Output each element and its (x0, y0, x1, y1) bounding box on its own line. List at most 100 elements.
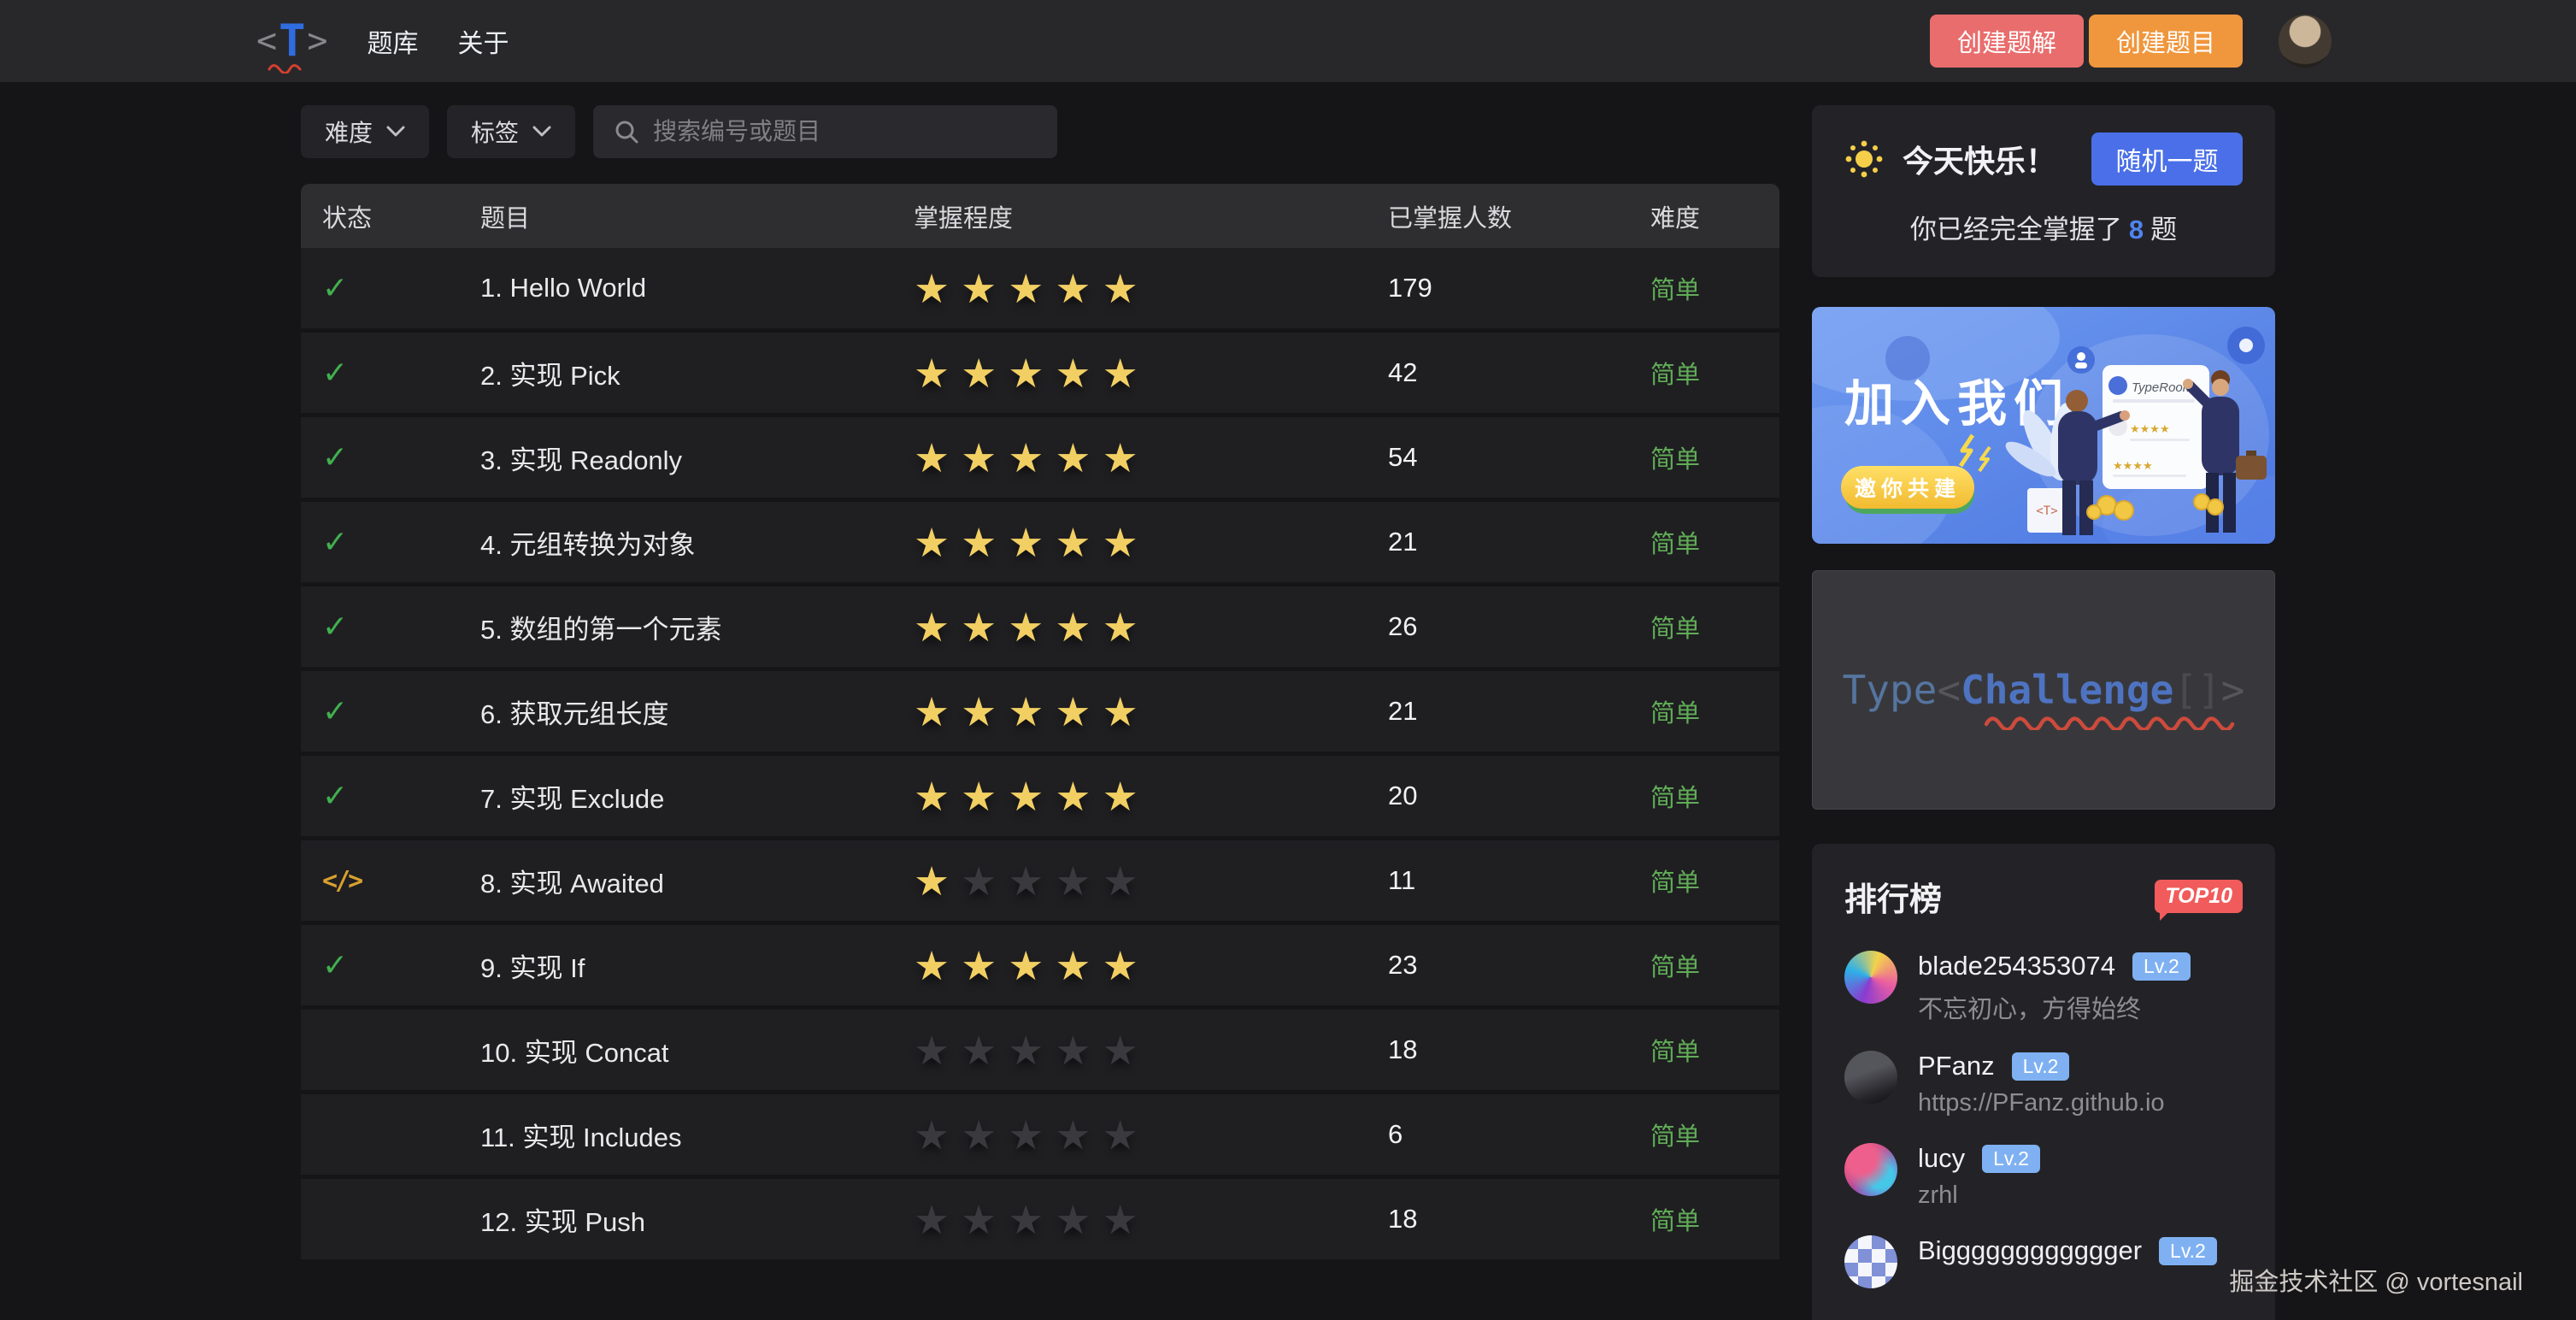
star-filled-icon[interactable]: ★ (1055, 942, 1103, 988)
star-filled-icon[interactable]: ★ (1055, 773, 1103, 819)
star-filled-icon[interactable]: ★ (1055, 688, 1103, 734)
type-challenge-promo-card[interactable]: Type<Challenge[] > (1812, 570, 2275, 810)
table-row[interactable]: </> 8. 实现 Awaited ★★★★★ 11 简单 (301, 840, 1779, 925)
table-row[interactable]: ✓ 7. 实现 Exclude ★★★★★ 20 简单 (301, 756, 1779, 840)
question-title[interactable]: 5. 数组的第一个元素 (480, 614, 722, 645)
create-question-button[interactable]: 创建题目 (2088, 15, 2243, 68)
star-filled-icon[interactable]: ★ (1102, 350, 1150, 396)
star-filled-icon[interactable]: ★ (914, 773, 962, 819)
star-filled-icon[interactable]: ★ (1102, 604, 1150, 650)
table-row[interactable]: ✓ 3. 实现 Readonly ★★★★★ 54 简单 (301, 417, 1779, 502)
star-filled-icon[interactable]: ★ (961, 434, 1009, 480)
star-filled-icon[interactable]: ★ (1102, 942, 1150, 988)
star-empty-icon[interactable]: ★ (1055, 1196, 1103, 1242)
star-filled-icon[interactable]: ★ (914, 688, 962, 734)
star-filled-icon[interactable]: ★ (1055, 519, 1103, 565)
star-empty-icon[interactable]: ★ (1008, 1196, 1056, 1242)
star-filled-icon[interactable]: ★ (1055, 604, 1103, 650)
star-filled-icon[interactable]: ★ (961, 350, 1009, 396)
star-filled-icon[interactable]: ★ (1055, 434, 1103, 480)
table-row[interactable]: ✓ 5. 数组的第一个元素 ★★★★★ 26 简单 (301, 586, 1779, 671)
star-filled-icon[interactable]: ★ (1008, 604, 1056, 650)
star-filled-icon[interactable]: ★ (961, 942, 1009, 988)
star-empty-icon[interactable]: ★ (1102, 1027, 1150, 1073)
star-filled-icon[interactable]: ★ (1102, 688, 1150, 734)
difficulty-dropdown[interactable]: 难度 (301, 105, 430, 158)
star-empty-icon[interactable]: ★ (914, 1196, 962, 1242)
leaderboard-user[interactable]: lucy Lv.2 zrhl (1844, 1143, 2243, 1210)
leaderboard-user-avatar[interactable] (1844, 1051, 1897, 1104)
star-empty-icon[interactable]: ★ (1055, 1027, 1103, 1073)
star-empty-icon[interactable]: ★ (1055, 1111, 1103, 1158)
star-filled-icon[interactable]: ★ (914, 350, 962, 396)
random-question-button[interactable]: 随机一题 (2091, 133, 2243, 186)
create-solution-button[interactable]: 创建题解 (1929, 15, 2084, 68)
star-filled-icon[interactable]: ★ (1008, 942, 1056, 988)
table-row[interactable]: 10. 实现 Concat ★★★★★ 18 简单 (301, 1010, 1779, 1094)
table-row[interactable]: ✓ 4. 元组转换为对象 ★★★★★ 21 简单 (301, 502, 1779, 586)
star-filled-icon[interactable]: ★ (961, 519, 1009, 565)
star-filled-icon[interactable]: ★ (961, 773, 1009, 819)
user-avatar[interactable] (2279, 15, 2332, 68)
table-row[interactable]: ✓ 1. Hello World ★★★★★ 179 简单 (301, 248, 1779, 333)
tags-dropdown[interactable]: 标签 (447, 105, 576, 158)
leaderboard-user-avatar[interactable] (1844, 951, 1897, 1004)
search-input[interactable] (653, 118, 1038, 145)
star-empty-icon[interactable]: ★ (1055, 857, 1103, 904)
star-filled-icon[interactable]: ★ (1008, 519, 1056, 565)
question-title[interactable]: 6. 获取元组长度 (480, 698, 669, 729)
star-filled-icon[interactable]: ★ (961, 604, 1009, 650)
table-row[interactable]: ✓ 2. 实现 Pick ★★★★★ 42 简单 (301, 333, 1779, 417)
question-title[interactable]: 4. 元组转换为对象 (480, 529, 696, 560)
star-filled-icon[interactable]: ★ (1055, 265, 1103, 311)
table-row[interactable]: ✓ 9. 实现 If ★★★★★ 23 简单 (301, 925, 1779, 1010)
star-filled-icon[interactable]: ★ (914, 857, 962, 904)
site-logo[interactable]: < T > (256, 19, 328, 74)
star-filled-icon[interactable]: ★ (1008, 773, 1056, 819)
leaderboard-user[interactable]: blade254353074 Lv.2 不忘初心，方得始终 (1844, 951, 2243, 1025)
question-title[interactable]: 7. 实现 Exclude (480, 783, 665, 814)
star-filled-icon[interactable]: ★ (914, 942, 962, 988)
nav-link-question-bank[interactable]: 题库 (367, 30, 419, 58)
star-filled-icon[interactable]: ★ (1008, 350, 1056, 396)
star-filled-icon[interactable]: ★ (1102, 519, 1150, 565)
table-row[interactable]: ✓ 6. 获取元组长度 ★★★★★ 21 简单 (301, 671, 1779, 756)
leaderboard-user-avatar[interactable] (1844, 1143, 1897, 1196)
question-title[interactable]: 9. 实现 If (480, 952, 585, 983)
star-empty-icon[interactable]: ★ (961, 1196, 1009, 1242)
star-empty-icon[interactable]: ★ (1102, 857, 1150, 904)
question-title[interactable]: 2. 实现 Pick (480, 360, 620, 391)
star-empty-icon[interactable]: ★ (961, 1111, 1009, 1158)
leaderboard-user[interactable]: PFanz Lv.2 https://PFanz.github.io (1844, 1051, 2243, 1117)
question-title[interactable]: 10. 实现 Concat (480, 1037, 669, 1068)
banner-pill-button[interactable]: 邀你共建 (1855, 477, 1961, 501)
star-empty-icon[interactable]: ★ (1102, 1196, 1150, 1242)
star-empty-icon[interactable]: ★ (914, 1027, 962, 1073)
star-filled-icon[interactable]: ★ (1008, 688, 1056, 734)
star-filled-icon[interactable]: ★ (961, 265, 1009, 311)
leaderboard-user[interactable]: Bigggggggggggger Lv.2 (1844, 1235, 2243, 1288)
star-filled-icon[interactable]: ★ (1102, 773, 1150, 819)
star-filled-icon[interactable]: ★ (1055, 350, 1103, 396)
star-filled-icon[interactable]: ★ (1102, 265, 1150, 311)
star-empty-icon[interactable]: ★ (961, 857, 1009, 904)
question-title[interactable]: 1. Hello World (480, 273, 647, 303)
star-empty-icon[interactable]: ★ (1008, 857, 1056, 904)
question-title[interactable]: 11. 实现 Includes (480, 1122, 682, 1152)
join-us-banner[interactable]: 加入我们 邀你共建 <T> TypeRoom ★★★★ (1812, 307, 2275, 544)
star-filled-icon[interactable]: ★ (961, 688, 1009, 734)
question-title[interactable]: 12. 实现 Push (480, 1206, 645, 1237)
star-filled-icon[interactable]: ★ (914, 519, 962, 565)
question-title[interactable]: 8. 实现 Awaited (480, 868, 664, 899)
star-empty-icon[interactable]: ★ (1008, 1027, 1056, 1073)
star-empty-icon[interactable]: ★ (1102, 1111, 1150, 1158)
table-row[interactable]: 11. 实现 Includes ★★★★★ 6 简单 (301, 1094, 1779, 1179)
star-filled-icon[interactable]: ★ (1008, 265, 1056, 311)
star-filled-icon[interactable]: ★ (914, 604, 962, 650)
star-filled-icon[interactable]: ★ (914, 434, 962, 480)
table-row[interactable]: 12. 实现 Push ★★★★★ 18 简单 (301, 1179, 1779, 1264)
star-empty-icon[interactable]: ★ (961, 1027, 1009, 1073)
star-empty-icon[interactable]: ★ (914, 1111, 962, 1158)
nav-link-about[interactable]: 关于 (457, 30, 509, 58)
star-filled-icon[interactable]: ★ (914, 265, 962, 311)
